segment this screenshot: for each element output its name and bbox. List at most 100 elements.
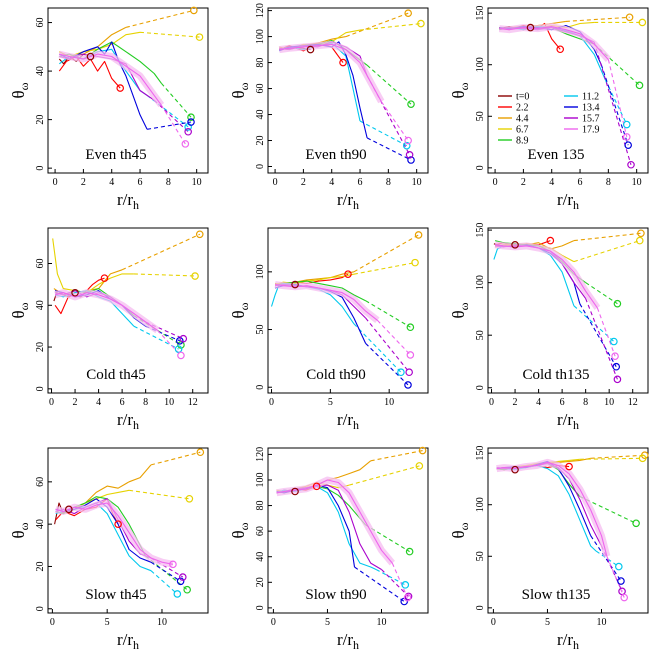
legend-label: 11.2 <box>582 92 599 103</box>
series-end-marker <box>190 6 198 15</box>
y-tick-label: 60 <box>35 259 46 269</box>
y-tick-label: 40 <box>35 300 46 310</box>
series-end-marker <box>173 590 182 598</box>
series-end-marker <box>622 133 631 141</box>
plot-area <box>496 454 645 598</box>
series-dashed-extension <box>365 343 409 386</box>
series-line-t17-9 <box>275 283 378 321</box>
series-dashed-extension <box>579 457 643 460</box>
series-dashed-extension <box>600 64 629 146</box>
y-axis-label-main: θ <box>229 530 248 538</box>
x-axis-label-sub: h <box>133 638 139 652</box>
plot-area <box>58 9 200 145</box>
y-axis-label: θω <box>9 82 31 98</box>
y-tick-label: 20 <box>35 561 46 571</box>
series-end-marker <box>195 33 204 41</box>
y-axis-label-main: θ <box>229 310 248 318</box>
x-axis-label: r/rh <box>337 410 359 432</box>
y-tick-label: 0 <box>255 385 266 390</box>
y-axis-label-sub: ω <box>237 522 251 530</box>
x-tick-label: 2 <box>301 177 306 188</box>
x-axis-label-main: r/r <box>117 630 133 649</box>
x-tick-label: 0 <box>53 177 58 188</box>
y-tick-label: 60 <box>255 84 266 94</box>
y-tick-label: 100 <box>475 497 486 512</box>
x-tick-label: 8 <box>166 177 171 188</box>
y-tick-label: 0 <box>35 166 46 171</box>
series-end-marker <box>65 505 73 514</box>
y-tick-label: 40 <box>35 519 46 529</box>
y-axis-label-sub: ω <box>237 82 251 90</box>
series-dashed-extension <box>595 550 620 568</box>
series-end-marker <box>71 288 79 297</box>
series-end-marker <box>635 236 644 245</box>
series-dashed-extension <box>359 120 408 147</box>
series-end-marker <box>415 462 424 470</box>
x-tick-label: 0 <box>271 617 276 628</box>
x-tick-label: 8 <box>143 397 148 408</box>
series-end-marker <box>86 52 95 61</box>
x-tick-label: 8 <box>606 177 611 188</box>
x-tick-label: 5 <box>328 397 333 408</box>
series-end-marker <box>169 560 177 569</box>
series-end-marker <box>404 592 413 601</box>
x-tick-label: 0 <box>273 177 278 188</box>
panel-frame <box>487 7 649 174</box>
x-tick-label: 2 <box>513 397 518 408</box>
x-axis-label-sub: h <box>573 418 579 432</box>
series-dashed-extension <box>150 557 184 578</box>
plot-area <box>276 450 423 602</box>
x-axis-label: r/rh <box>557 410 579 432</box>
legend-label: 17.9 <box>582 125 600 136</box>
x-axis-label-main: r/r <box>337 410 353 429</box>
x-axis-label: r/rh <box>117 410 139 432</box>
x-axis-label: r/rh <box>337 190 359 212</box>
series-dashed-extension <box>359 23 421 31</box>
x-tick-label: 4 <box>96 397 101 408</box>
y-tick-label: 0 <box>35 386 46 391</box>
series-end-marker <box>185 494 194 503</box>
x-tick-label: 5 <box>325 617 330 628</box>
series-line-t17-9 <box>54 292 158 331</box>
y-tick-label: 100 <box>255 29 266 44</box>
y-axis-label: θω <box>449 302 471 318</box>
legend-label: 8.9 <box>516 136 529 147</box>
x-tick-label: 8 <box>583 397 588 408</box>
x-tick-label: 0 <box>489 397 494 408</box>
y-tick-label: 60 <box>35 18 46 28</box>
x-axis-label-sub: h <box>573 638 579 652</box>
y-tick-label: 0 <box>255 164 266 169</box>
y-tick-label: 80 <box>255 501 266 511</box>
series-line-t17-9 <box>59 53 162 106</box>
x-tick-label: 0 <box>49 397 54 408</box>
series-end-marker <box>511 241 519 249</box>
series-line-t8-9 <box>59 41 162 84</box>
plot-area <box>52 233 201 356</box>
series-end-marker <box>611 352 619 361</box>
y-tick-label: 40 <box>255 552 266 562</box>
series-line-t13-4 <box>495 244 581 304</box>
y-tick-label: 50 <box>475 111 486 121</box>
x-tick-label: 8 <box>386 177 391 188</box>
series-end-marker <box>612 362 621 371</box>
x-tick-label: 4 <box>549 177 554 188</box>
y-tick-label: 120 <box>255 447 266 462</box>
series-dashed-extension <box>156 329 182 356</box>
y-tick-label: 60 <box>35 477 46 487</box>
y-tick-label: 60 <box>255 526 266 536</box>
series-end-marker <box>613 299 622 308</box>
y-axis-label-sub: ω <box>237 302 251 310</box>
series-dashed-extension <box>348 465 420 486</box>
plot-area <box>54 451 201 595</box>
panel-frame <box>267 447 429 614</box>
y-axis-label: θω <box>449 522 471 538</box>
series-end-marker <box>414 231 423 239</box>
x-tick-label: 5 <box>105 617 110 628</box>
series-end-marker <box>178 573 187 581</box>
series-dashed-extension <box>596 307 616 357</box>
series-dashed-extension <box>160 104 186 145</box>
y-axis-label: θω <box>9 522 31 538</box>
series-end-marker <box>176 577 185 586</box>
y-axis-label-main: θ <box>9 90 28 98</box>
